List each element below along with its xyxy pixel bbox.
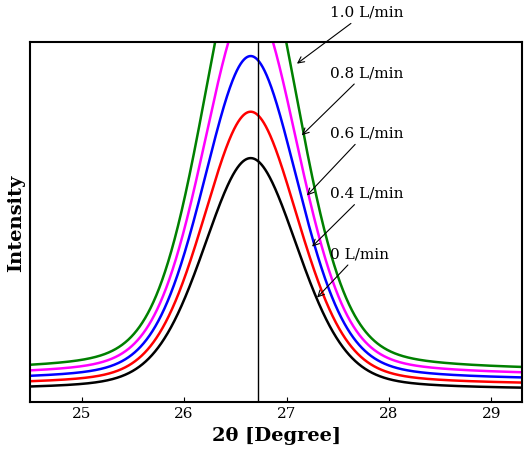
0 L/min [84, 381, 90, 387]
1.0 L/min [509, 364, 516, 369]
0 L/min [509, 385, 516, 390]
0 L/min [113, 376, 119, 381]
Text: 1.0 L/min: 1.0 L/min [298, 6, 403, 64]
0.8 L/min [248, 0, 254, 4]
X-axis label: 2θ [Degree]: 2θ [Degree] [212, 426, 341, 444]
0.6 L/min [457, 373, 463, 378]
1.0 L/min [28, 362, 34, 368]
Text: 0.8 L/min: 0.8 L/min [303, 66, 403, 135]
0.6 L/min [237, 63, 243, 68]
Line: 0 L/min: 0 L/min [31, 159, 522, 388]
1.0 L/min [84, 356, 90, 362]
Line: 1.0 L/min: 1.0 L/min [31, 0, 522, 367]
Text: 0 L/min: 0 L/min [318, 247, 388, 297]
0.8 L/min [113, 354, 119, 360]
Line: 0.4 L/min: 0.4 L/min [31, 112, 522, 383]
1.0 L/min [216, 21, 222, 26]
0 L/min [28, 384, 34, 389]
Text: 0.6 L/min: 0.6 L/min [308, 126, 403, 195]
0.6 L/min [509, 375, 516, 380]
0.4 L/min [216, 166, 222, 172]
0 L/min [216, 204, 222, 210]
0.8 L/min [216, 77, 222, 82]
0.4 L/min [457, 378, 463, 384]
0.4 L/min [28, 379, 34, 384]
0.8 L/min [237, 8, 243, 14]
0.4 L/min [113, 369, 119, 374]
0.6 L/min [28, 373, 34, 379]
0 L/min [457, 383, 463, 389]
0.4 L/min [519, 380, 525, 386]
0 L/min [237, 162, 243, 167]
0.8 L/min [519, 370, 525, 375]
0.8 L/min [28, 368, 34, 373]
1.0 L/min [519, 364, 525, 370]
0.6 L/min [248, 54, 254, 60]
0 L/min [519, 385, 525, 391]
0.4 L/min [509, 380, 516, 385]
1.0 L/min [113, 346, 119, 352]
Text: 0.4 L/min: 0.4 L/min [313, 186, 403, 246]
0.6 L/min [519, 375, 525, 380]
0.8 L/min [509, 369, 516, 375]
0.6 L/min [113, 362, 119, 367]
0.4 L/min [84, 375, 90, 381]
0 L/min [248, 156, 254, 161]
Y-axis label: Intensity: Intensity [7, 174, 25, 271]
1.0 L/min [457, 362, 463, 367]
0.8 L/min [457, 367, 463, 373]
0.4 L/min [237, 117, 243, 122]
Line: 0.8 L/min: 0.8 L/min [31, 1, 522, 373]
0.6 L/min [216, 122, 222, 127]
0.6 L/min [84, 369, 90, 374]
0.8 L/min [84, 363, 90, 368]
0.4 L/min [248, 110, 254, 115]
Line: 0.6 L/min: 0.6 L/min [31, 57, 522, 377]
